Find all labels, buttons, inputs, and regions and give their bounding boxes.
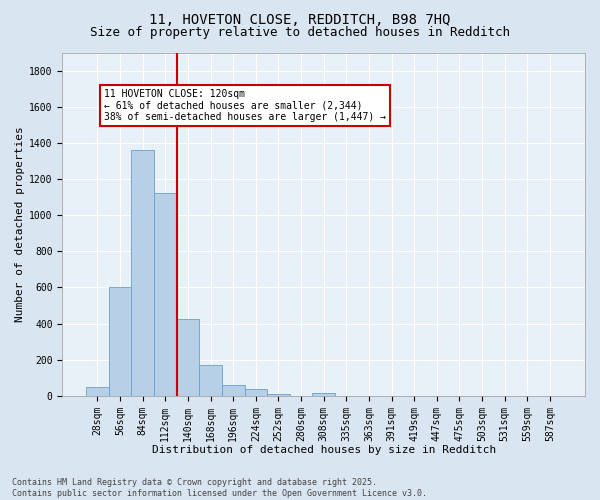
- Bar: [267, 394, 290, 396]
- Bar: [86, 387, 109, 396]
- Text: 11, HOVETON CLOSE, REDDITCH, B98 7HQ: 11, HOVETON CLOSE, REDDITCH, B98 7HQ: [149, 12, 451, 26]
- Text: Size of property relative to detached houses in Redditch: Size of property relative to detached ho…: [90, 26, 510, 39]
- Y-axis label: Number of detached properties: Number of detached properties: [15, 126, 25, 322]
- Bar: [245, 389, 267, 396]
- Bar: [131, 150, 154, 396]
- Bar: [109, 286, 131, 396]
- Bar: [222, 385, 245, 396]
- Bar: [176, 319, 199, 396]
- Text: 11 HOVETON CLOSE: 120sqm
← 61% of detached houses are smaller (2,344)
38% of sem: 11 HOVETON CLOSE: 120sqm ← 61% of detach…: [104, 88, 386, 122]
- Bar: [313, 392, 335, 396]
- Text: Contains HM Land Registry data © Crown copyright and database right 2025.
Contai: Contains HM Land Registry data © Crown c…: [12, 478, 427, 498]
- Bar: [199, 365, 222, 396]
- Bar: [154, 192, 176, 396]
- X-axis label: Distribution of detached houses by size in Redditch: Distribution of detached houses by size …: [152, 445, 496, 455]
